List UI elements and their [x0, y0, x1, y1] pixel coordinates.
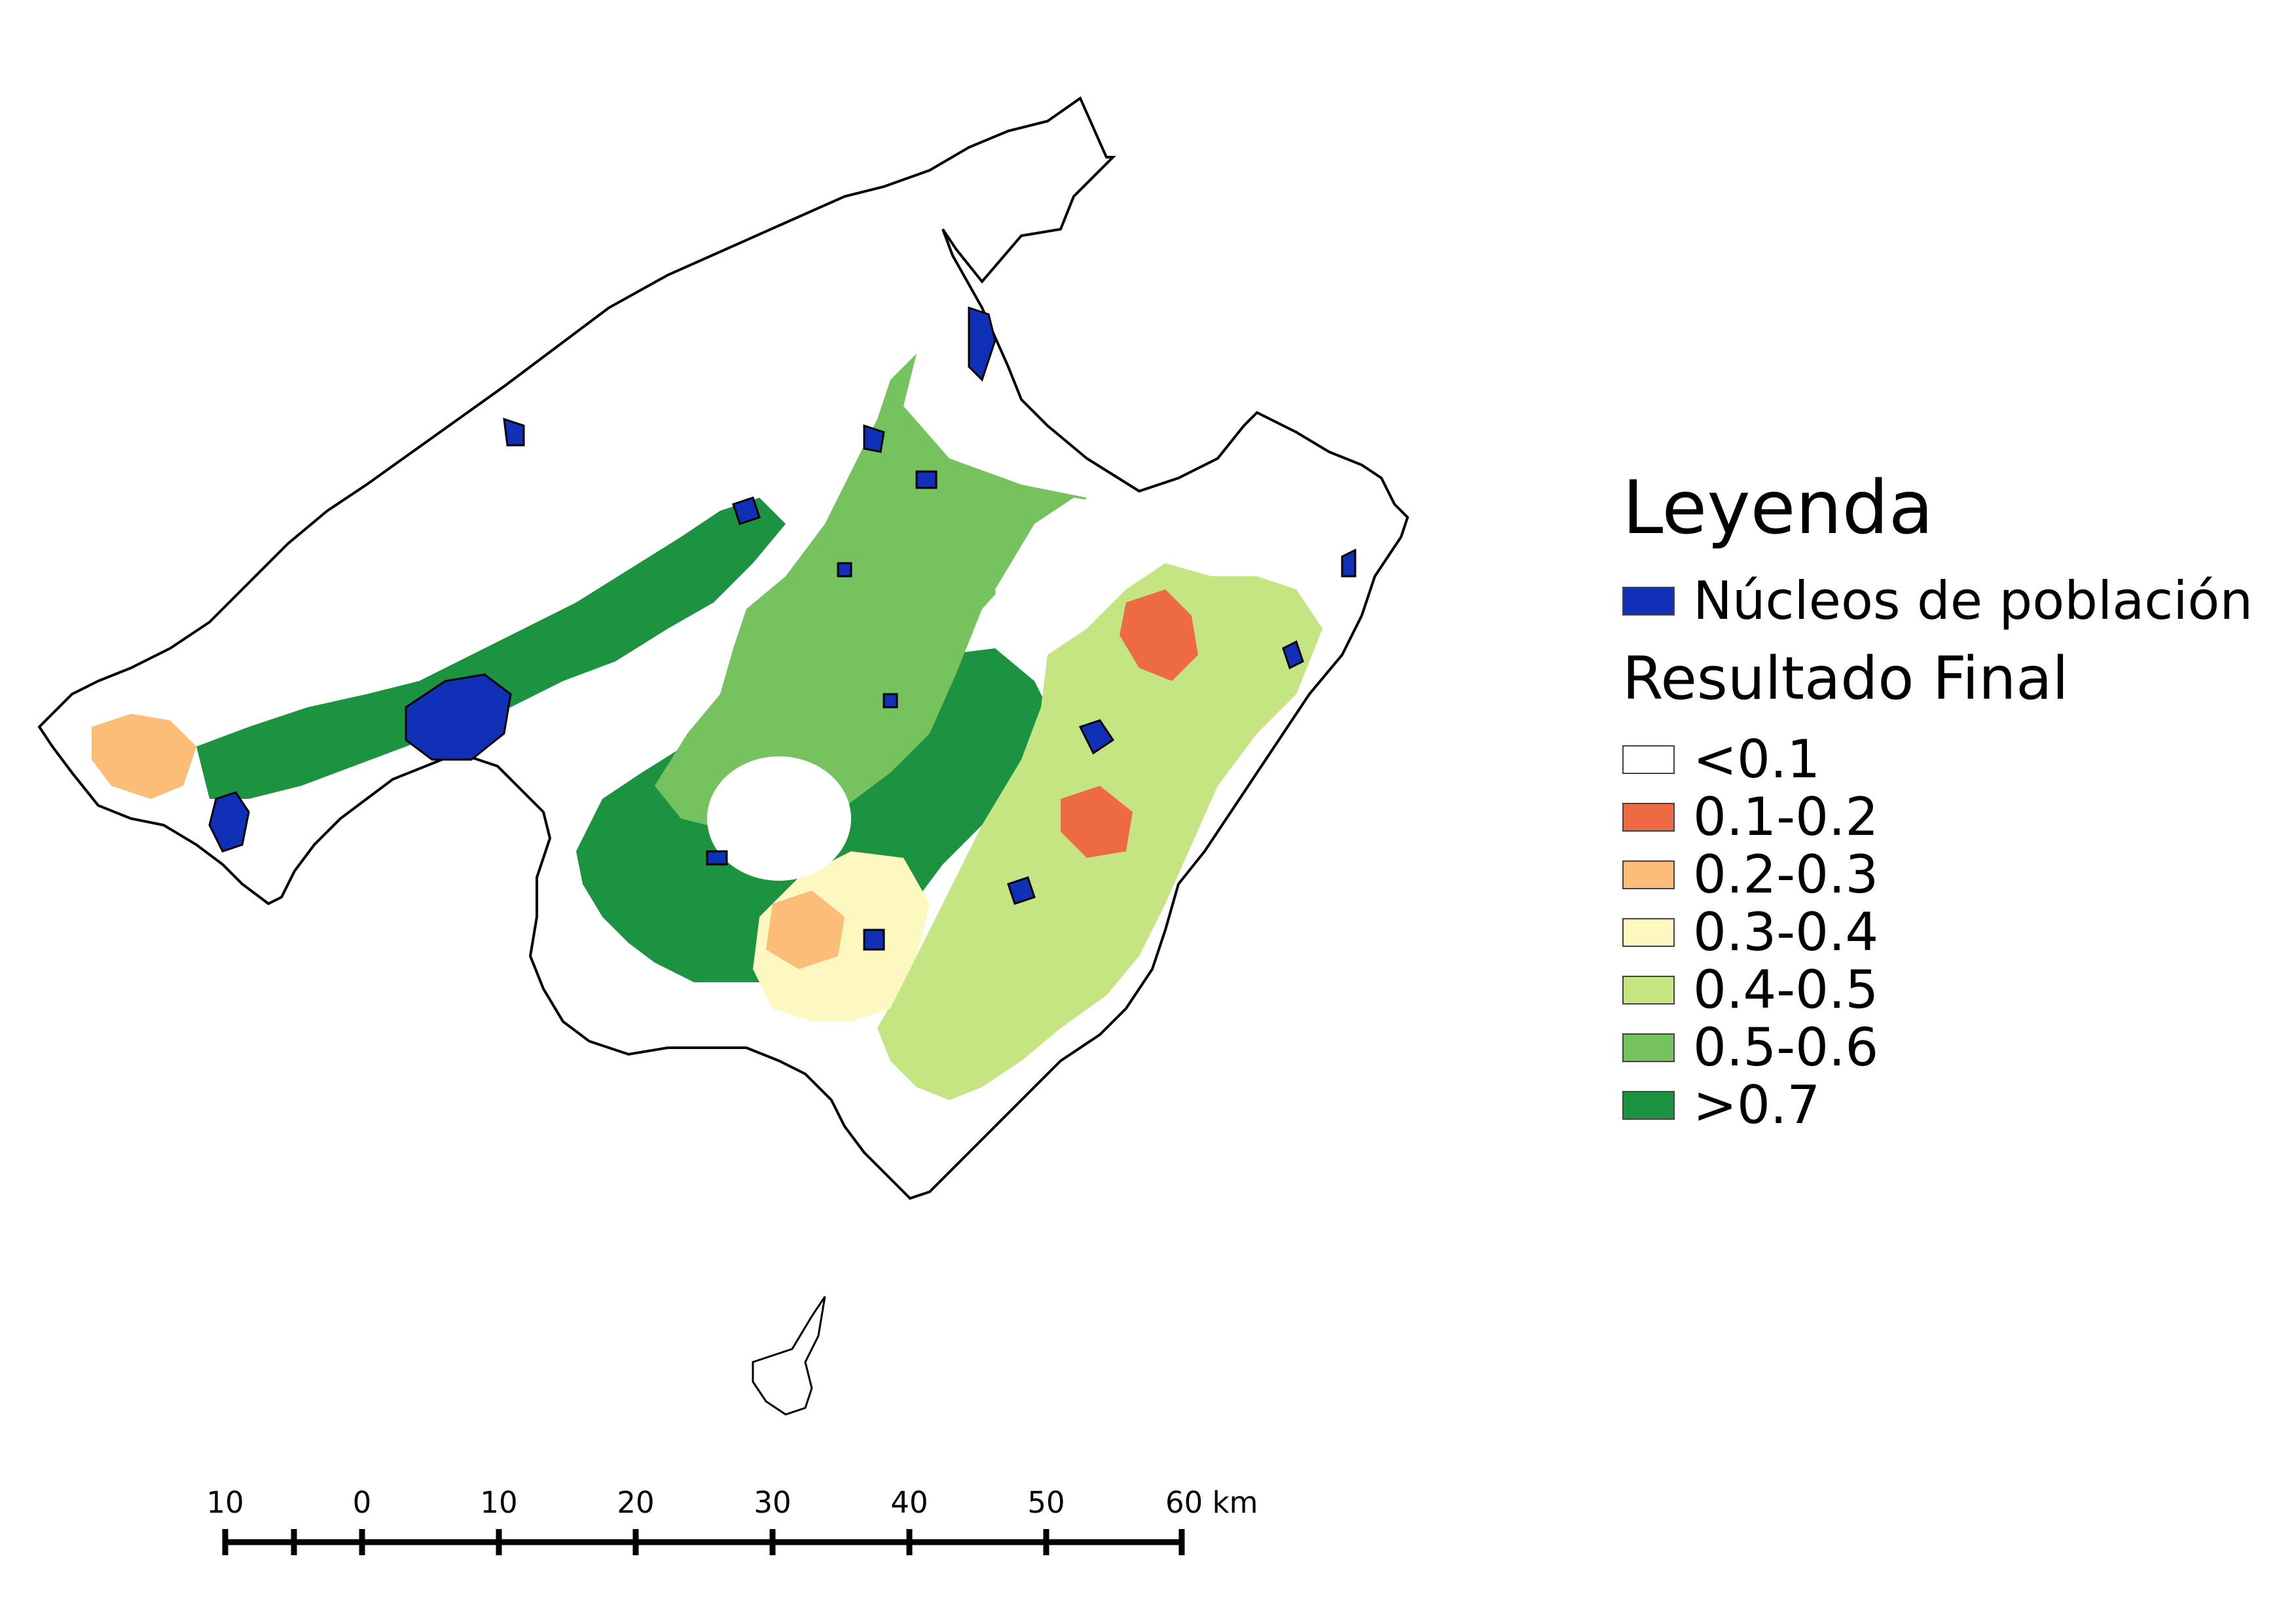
east-low-zone — [1061, 786, 1133, 858]
legend-swatch — [1622, 860, 1675, 889]
cabrera-islet-outline — [752, 1296, 826, 1416]
town-polygon — [503, 417, 525, 447]
scale-label: 60 km — [1165, 1485, 1258, 1520]
legend-label: 0.3-0.4 — [1693, 902, 1879, 963]
scale-label: 30 — [754, 1485, 791, 1520]
town-polygon — [706, 850, 728, 866]
scale-label: 50 — [1027, 1485, 1065, 1520]
legend-swatch — [1622, 976, 1675, 1005]
legend-section-title: Resultado Final — [1622, 644, 2069, 713]
scale-bar: 10 0 10 20 30 40 50 60 km — [206, 1485, 1258, 1555]
town-polygon — [968, 306, 996, 382]
legend-swatch — [1622, 1033, 1675, 1062]
legend-swatch — [1622, 803, 1675, 832]
town-polygon — [863, 929, 885, 951]
bay-white-gap — [995, 498, 1126, 661]
legend-row-class: 0.2-0.3 — [1622, 846, 2277, 904]
legend-row-class: <0.1 — [1622, 731, 2277, 788]
suitability-surface — [92, 354, 1322, 1100]
south-low-zone — [766, 891, 845, 969]
legend-label: 0.1-0.2 — [1693, 786, 1879, 847]
legend-row-class: >0.7 — [1622, 1077, 2277, 1134]
town-polygon — [1078, 719, 1115, 755]
legend-label: <0.1 — [1693, 729, 1821, 790]
legend-row-towns: Núcleos de población — [1622, 572, 2277, 630]
scale-label: 20 — [617, 1485, 654, 1520]
town-polygon — [1341, 548, 1357, 578]
legend-swatch — [1622, 587, 1675, 616]
town-polygon — [1007, 876, 1036, 905]
scale-label: 0 — [353, 1485, 372, 1520]
legend-label: 0.5-0.6 — [1693, 1017, 1879, 1078]
legend-row-class: 0.3-0.4 — [1622, 904, 2277, 961]
central-white-gap — [707, 756, 851, 881]
palma-centre — [405, 673, 512, 761]
town-polygon — [732, 496, 761, 525]
legend-label: 0.2-0.3 — [1693, 844, 1879, 905]
scale-label: 10 — [206, 1485, 244, 1520]
town-polygon — [863, 424, 885, 453]
legend-title: Leyenda — [1622, 466, 1934, 551]
town-polygon — [837, 562, 852, 578]
scale-label: 10 — [480, 1485, 517, 1520]
legend-label: 0.4-0.5 — [1693, 959, 1879, 1020]
legend-label: >0.7 — [1693, 1075, 1821, 1135]
population-centres — [208, 306, 1357, 951]
town-polygon — [883, 693, 898, 709]
northeast-low-zone — [1120, 589, 1198, 681]
town-polygon — [1282, 640, 1304, 670]
legend: Leyenda Núcleos de población Resultado F… — [1622, 471, 2277, 1134]
legend-swatch — [1622, 745, 1675, 774]
town-polygon — [915, 470, 938, 489]
legend-row-class: 0.5-0.6 — [1622, 1019, 2277, 1077]
legend-row-class: 0.4-0.5 — [1622, 961, 2277, 1019]
corridor-suitability-zone — [196, 498, 786, 799]
west-low-zone — [92, 714, 196, 799]
legend-swatch — [1622, 1091, 1675, 1120]
mid-suitability-zone — [655, 354, 1087, 838]
legend-label: Núcleos de población — [1693, 570, 2253, 631]
town-polygon — [208, 791, 250, 853]
scale-label: 40 — [890, 1485, 928, 1520]
legend-row-class: 0.1-0.2 — [1622, 788, 2277, 846]
legend-swatch — [1622, 918, 1675, 947]
